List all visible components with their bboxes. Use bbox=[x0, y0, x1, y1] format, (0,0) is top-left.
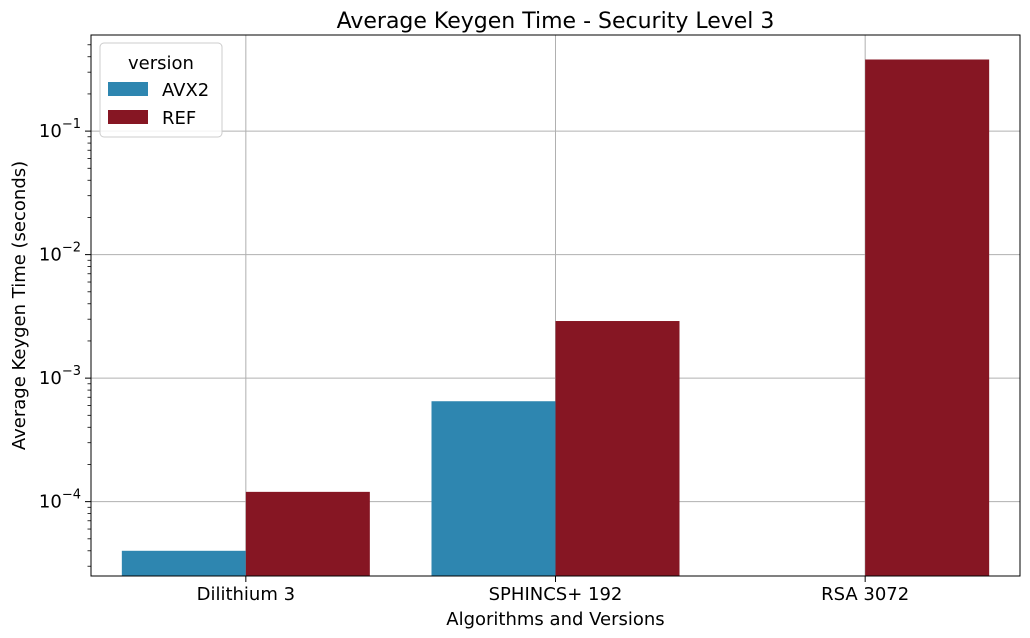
bar-avx2[interactable] bbox=[431, 401, 556, 576]
bar-ref[interactable] bbox=[865, 59, 990, 577]
x-tick-label: Dilithium 3 bbox=[197, 584, 295, 605]
x-axis-label: Algorithms and Versions bbox=[446, 609, 664, 630]
y-tick-label: 10−2 bbox=[39, 241, 81, 266]
bar-ref[interactable] bbox=[555, 321, 680, 576]
y-axis: 10−4 10−3 10−2 10−1 bbox=[39, 44, 91, 567]
bar-avx2[interactable] bbox=[121, 550, 246, 576]
y-axis-label: Average Keygen Time (seconds) bbox=[9, 161, 30, 450]
y-tick-label: 10−3 bbox=[39, 364, 81, 389]
x-axis: Dilithium 3 SPHINCS+ 192 RSA 3072 bbox=[197, 576, 909, 605]
chart-title: Average Keygen Time - Security Level 3 bbox=[337, 9, 775, 34]
legend-title: version bbox=[128, 53, 194, 74]
y-tick-label: 10−4 bbox=[39, 488, 81, 513]
legend-label: AVX2 bbox=[162, 80, 209, 101]
x-tick-label: RSA 3072 bbox=[821, 584, 909, 605]
legend[interactable]: version AVX2 REF bbox=[99, 42, 223, 138]
legend-swatch bbox=[108, 82, 148, 96]
x-tick-label: SPHINCS+ 192 bbox=[489, 584, 623, 605]
y-tick-label: 10−1 bbox=[39, 117, 81, 142]
bars bbox=[121, 59, 990, 577]
legend-swatch bbox=[108, 110, 148, 124]
bar-ref[interactable] bbox=[245, 491, 370, 576]
legend-label: REF bbox=[162, 108, 196, 129]
